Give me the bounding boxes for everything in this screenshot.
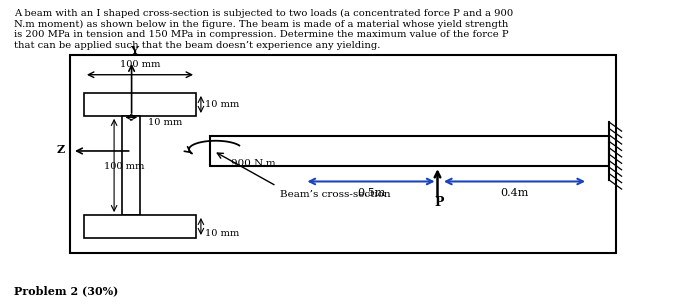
Text: Beam’s cross-section: Beam’s cross-section (280, 190, 391, 199)
Bar (84, 215, 196, 238)
Bar (210, 136, 609, 166)
Text: P: P (435, 196, 444, 209)
Text: 100 mm: 100 mm (104, 162, 144, 171)
Text: 900 N.m: 900 N.m (231, 159, 276, 168)
Text: 100 mm: 100 mm (120, 59, 160, 69)
Text: Z: Z (57, 144, 65, 155)
Text: 10 mm: 10 mm (205, 100, 239, 109)
Text: 0.5m: 0.5m (357, 188, 385, 198)
Bar (122, 116, 140, 215)
Text: Y: Y (130, 45, 139, 56)
Bar (84, 93, 196, 116)
Bar (70, 55, 616, 253)
Text: 10 mm: 10 mm (148, 118, 183, 127)
Text: A beam with an I shaped cross-section is subjected to two loads (a concentrated : A beam with an I shaped cross-section is… (14, 9, 513, 50)
Text: 0.4m: 0.4m (500, 188, 528, 198)
Text: Problem 2 (30%): Problem 2 (30%) (14, 285, 118, 296)
Text: 10 mm: 10 mm (205, 229, 239, 238)
